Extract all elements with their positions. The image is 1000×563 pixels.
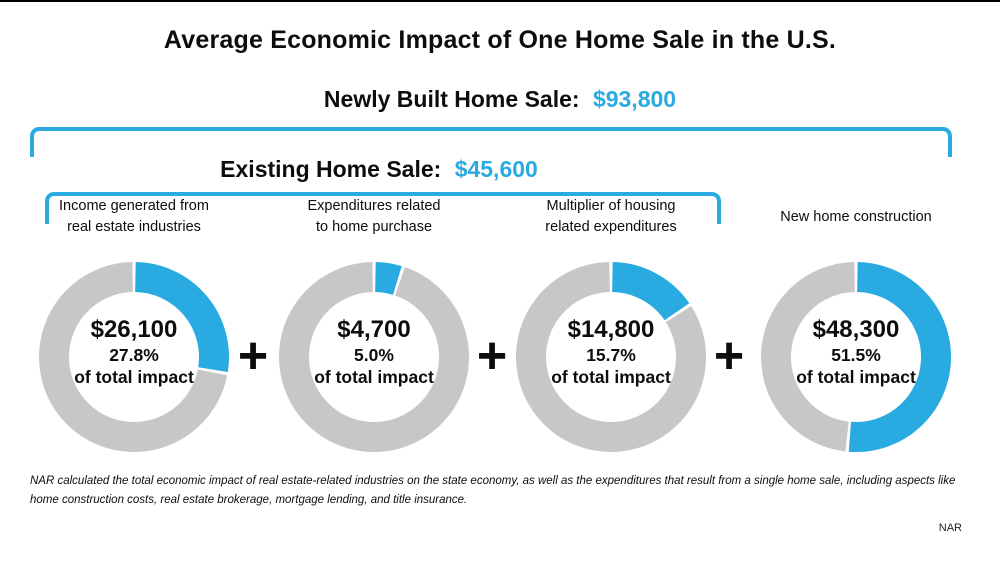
donut-percent: 15.7%: [586, 345, 636, 365]
existing-heading: Existing Home Sale: $45,600: [45, 156, 713, 183]
plus-sign: +: [476, 327, 508, 385]
donut-segment-remainder: [39, 262, 228, 452]
column-label-line: Income generated from: [59, 198, 209, 214]
column-label-expenditures: Expenditures related to home purchase: [259, 196, 489, 238]
donut-chart-expenditures: $4,700 5.0% of total impact: [279, 262, 469, 452]
donut-center-text: $14,800 15.7% of total impact: [516, 262, 706, 452]
column-label-line: Expenditures related: [307, 198, 441, 214]
column-label-income-generated: Income generated from real estate indust…: [19, 196, 249, 238]
column-label-line: New home construction: [780, 209, 932, 225]
donut-segment-highlight: [374, 262, 402, 295]
newly-built-bracket: [30, 127, 952, 157]
donut-caption: of total impact: [796, 367, 916, 387]
donut-percent: 5.0%: [354, 345, 394, 365]
newly-built-label: Newly Built Home Sale:: [323, 86, 580, 112]
donut-ring: [516, 262, 706, 452]
existing-bracket: [45, 192, 721, 224]
column-label-line: Multiplier of housing: [546, 198, 676, 214]
donut-chart-multiplier: $14,800 15.7% of total impact: [516, 262, 706, 452]
column-label-line: to home purchase: [315, 219, 433, 235]
donut-ring: [279, 262, 469, 452]
donut-segment-highlight: [848, 262, 951, 452]
newly-built-amount: $93,800: [592, 86, 677, 112]
column-label-line: real estate industries: [67, 219, 201, 235]
donut-center-text: $48,300 51.5% of total impact: [761, 262, 951, 452]
donut-ring: [39, 262, 229, 452]
column-label-line: related expenditures: [545, 219, 677, 235]
donut-chart-income-generated: $26,100 27.8% of total impact: [39, 262, 229, 452]
donut-value: $4,700: [337, 316, 411, 343]
donut-segment-remainder: [761, 262, 856, 452]
top-border-line: [0, 0, 1000, 2]
donut-caption: of total impact: [74, 367, 194, 387]
donut-percent: 27.8%: [109, 345, 159, 365]
donut-value: $48,300: [812, 316, 900, 343]
donut-segment-highlight: [611, 262, 690, 321]
existing-label: Existing Home Sale:: [220, 156, 442, 182]
donut-caption: of total impact: [314, 367, 434, 387]
newly-built-heading: Newly Built Home Sale: $93,800: [0, 86, 1000, 113]
donut-value: $26,100: [90, 316, 178, 343]
plus-sign: +: [713, 327, 745, 385]
donut-center-text: $4,700 5.0% of total impact: [279, 262, 469, 452]
column-label-new-home-construction: New home construction: [741, 207, 971, 228]
footnote-text: NAR calculated the total economic impact…: [30, 475, 956, 506]
donut-value: $14,800: [567, 316, 655, 343]
column-label-multiplier: Multiplier of housing related expenditur…: [496, 196, 726, 238]
donut-caption: of total impact: [551, 367, 671, 387]
donut-segment-remainder: [279, 262, 469, 452]
existing-amount: $45,600: [454, 156, 538, 182]
donut-ring: [761, 262, 951, 452]
donut-segment-remainder: [516, 262, 706, 452]
donut-chart-new-home-construction: $48,300 51.5% of total impact: [761, 262, 951, 452]
page-title: Average Economic Impact of One Home Sale…: [163, 26, 837, 54]
donut-percent: 51.5%: [831, 345, 881, 365]
donut-segment-highlight: [134, 262, 229, 372]
source-credit: NAR: [938, 522, 962, 534]
donut-center-text: $26,100 27.8% of total impact: [39, 262, 229, 452]
plus-sign: +: [237, 327, 269, 385]
